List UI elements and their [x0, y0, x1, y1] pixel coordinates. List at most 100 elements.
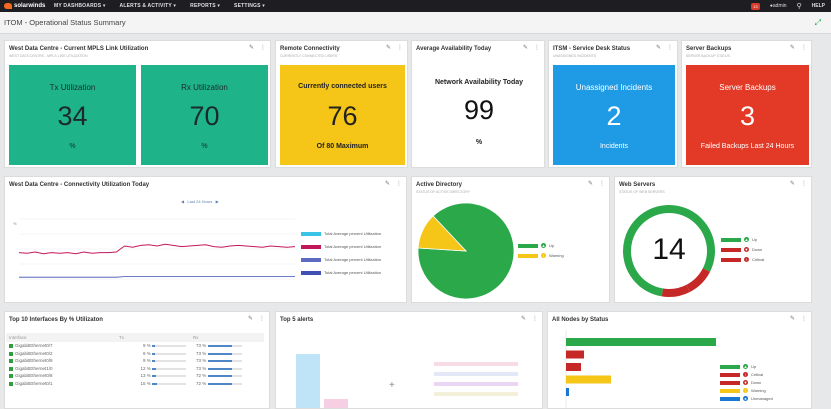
- edit-icon[interactable]: ✎: [587, 181, 593, 187]
- legend-item: ! Critical: [721, 257, 764, 262]
- more-menu-icon[interactable]: ⋮: [534, 45, 540, 51]
- column-header-tx[interactable]: Tx: [116, 333, 190, 342]
- search-icon[interactable]: ⚲: [796, 2, 802, 10]
- tile-value: 3: [739, 101, 756, 131]
- interface-status-icon: [9, 381, 13, 386]
- legend-swatch: [720, 380, 740, 385]
- edit-icon[interactable]: ✎: [248, 45, 254, 51]
- more-menu-icon[interactable]: ⋮: [599, 181, 605, 187]
- interface-name[interactable]: GigabitEthernet0/9: [15, 358, 53, 364]
- widget-title: Active Directory: [416, 182, 463, 188]
- tx-value: 15 %: [140, 380, 151, 386]
- legend-item: ● Unmanaged: [720, 396, 773, 401]
- interface-status-icon: [9, 366, 13, 371]
- help-link[interactable]: HELP: [811, 3, 825, 9]
- tile-unassigned-incidents[interactable]: Unassigned Incidents 2 Incidents: [553, 65, 675, 165]
- tile-failed-backups[interactable]: Server Backups 3 Failed Backups Last 24 …: [686, 65, 809, 165]
- widget-service-desk: ITSM - Service Desk Status UNASSIGNED IN…: [548, 40, 678, 168]
- interface-name[interactable]: GigabitEthernet0/1: [15, 380, 53, 386]
- edit-icon[interactable]: ✎: [385, 45, 391, 51]
- widget-remote-connectivity: Remote Connectivity CURRENTLY CONNECTED …: [275, 40, 408, 168]
- nav-alerts-activity[interactable]: ALERTS & ACTIVITY: [120, 3, 177, 9]
- interface-name[interactable]: GigabitEthernet0/7: [15, 343, 53, 349]
- time-range-selector[interactable]: ◀ Last 24 Hours ▶: [181, 199, 219, 204]
- page-title: ITOM - Operational Status Summary: [4, 18, 126, 27]
- edit-icon[interactable]: ✎: [247, 316, 253, 322]
- table-row[interactable]: GigabitEthernet0/1 15 % 72 %: [6, 380, 264, 388]
- brand-logo[interactable]: solarwinds: [4, 3, 48, 9]
- rx-value: 72 %: [196, 373, 207, 379]
- tile-connected-users[interactable]: Currently connected users 76 Of 80 Maxim…: [280, 65, 405, 165]
- more-menu-icon[interactable]: ⋮: [801, 181, 807, 187]
- user-menu[interactable]: admin: [770, 3, 787, 9]
- legend-swatch: [721, 247, 741, 252]
- legend-item: [434, 382, 518, 386]
- tile-unit: %: [475, 139, 483, 146]
- zoom-crosshair-icon[interactable]: +: [389, 380, 395, 391]
- bar: [296, 354, 320, 408]
- nav-settings[interactable]: SETTINGS: [234, 3, 265, 9]
- column-header-rx[interactable]: Rx: [190, 333, 264, 342]
- edit-icon[interactable]: ✎: [520, 316, 526, 322]
- interface-status-icon: [9, 351, 13, 356]
- tile-value: 76: [327, 101, 358, 131]
- rx-bar-fill: [207, 375, 232, 378]
- table-row[interactable]: GigabitEthernet0/2 9 % 73 %: [6, 350, 264, 358]
- legend-label: Up: [752, 237, 758, 242]
- interface-name[interactable]: GigabitEthernet1/0: [15, 365, 53, 371]
- widget-title: West Data Centre - Connectivity Utilizat…: [9, 182, 150, 188]
- widget-active-directory: Active Directory STATUS OF ACTIVE DIRECT…: [411, 176, 610, 303]
- more-menu-icon[interactable]: ⋮: [801, 316, 807, 322]
- rx-value: 73 %: [196, 358, 207, 364]
- more-menu-icon[interactable]: ⋮: [532, 316, 538, 322]
- nav-my-dashboards[interactable]: MY DASHBOARDS: [54, 3, 106, 9]
- table-row[interactable]: GigabitEthernet0/7 9 % 73 %: [6, 342, 264, 350]
- column-header-interface[interactable]: Interface: [6, 333, 116, 342]
- tile-rx[interactable]: Rx Utilization 70 %: [141, 65, 268, 165]
- alert-badge[interactable]: 13: [750, 2, 760, 10]
- y-axis-label: %: [13, 221, 17, 226]
- rx-bar-fill: [207, 367, 233, 370]
- tile-tx[interactable]: Tx Utilization 34 %: [9, 65, 136, 165]
- tile-label: Tx Utilization: [49, 83, 96, 92]
- tile-label: Network Availability Today: [434, 79, 524, 86]
- more-menu-icon[interactable]: ⋮: [396, 181, 402, 187]
- table-row[interactable]: GigabitEthernet0/9 9 % 73 %: [6, 357, 264, 365]
- legend-label: Total Average percent Utilization: [324, 231, 382, 236]
- more-menu-icon[interactable]: ⋮: [801, 45, 807, 51]
- active-directory-pie-chart: [417, 202, 515, 300]
- nav-reports[interactable]: REPORTS: [190, 3, 220, 9]
- more-menu-icon[interactable]: ⋮: [259, 316, 265, 322]
- legend-item: Total Average percent Utilization: [301, 244, 381, 249]
- legend-item: [434, 392, 518, 396]
- edit-icon[interactable]: ✎: [789, 316, 795, 322]
- more-menu-icon[interactable]: ⋮: [260, 45, 266, 51]
- edit-icon[interactable]: ✎: [789, 45, 795, 51]
- edit-icon[interactable]: ✎: [384, 181, 390, 187]
- tile-network-availability[interactable]: Network Availability Today 99 %: [416, 65, 542, 165]
- tile-label: Unassigned Incidents: [575, 83, 653, 92]
- edit-icon[interactable]: ✎: [789, 181, 795, 187]
- interface-name[interactable]: GigabitEthernet0/8: [15, 373, 53, 379]
- table-row[interactable]: GigabitEthernet1/0 12 % 73 %: [6, 365, 264, 373]
- rx-bar-fill: [207, 382, 232, 385]
- rx-bar: [207, 352, 242, 355]
- tile-footer: Failed Backups Last 24 Hours: [700, 143, 795, 150]
- legend-label: Down: [752, 247, 763, 252]
- fullscreen-icon[interactable]: ⤢: [814, 18, 821, 27]
- table-header-row: Interface Tx Rx: [6, 333, 264, 342]
- table-row[interactable]: GigabitEthernet0/8 13 % 72 %: [6, 372, 264, 380]
- time-range-label: Last 24 Hours: [187, 199, 213, 204]
- edit-icon[interactable]: ✎: [655, 45, 661, 51]
- tx-value: 12 %: [140, 365, 151, 371]
- bar: [566, 363, 581, 371]
- more-menu-icon[interactable]: ⋮: [667, 45, 673, 51]
- legend-item: Total Average percent Utilization: [301, 257, 381, 262]
- tx-value: 9 %: [142, 350, 151, 356]
- tile-value: 99: [463, 95, 495, 125]
- more-menu-icon[interactable]: ⋮: [397, 45, 403, 51]
- edit-icon[interactable]: ✎: [522, 45, 528, 51]
- interface-name[interactable]: GigabitEthernet0/2: [15, 350, 53, 356]
- legend-item: ▲ Up: [721, 237, 757, 242]
- tile-value: 2: [606, 101, 622, 131]
